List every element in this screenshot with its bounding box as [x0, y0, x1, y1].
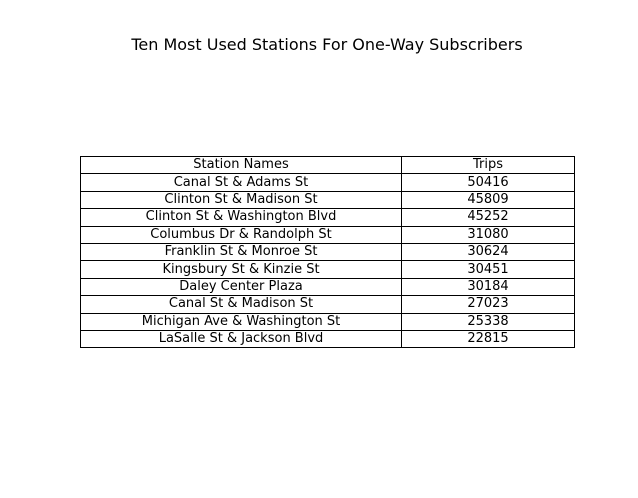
station-name-cell: LaSalle St & Jackson Blvd — [80, 329, 402, 349]
stations-table: Station Names Trips Canal St & Adams St 5… — [80, 155, 575, 349]
station-name-cell: Canal St & Adams St — [80, 173, 402, 192]
station-name-cell: Columbus Dr & Randolph St — [80, 225, 402, 244]
table-row: Clinton St & Washington Blvd 45252 — [80, 208, 575, 227]
column-header-trips: Trips — [401, 155, 575, 175]
trips-cell: 30451 — [401, 260, 575, 279]
trips-cell: 22815 — [401, 329, 575, 349]
trips-cell: 50416 — [401, 173, 575, 192]
trips-cell: 27023 — [401, 295, 575, 314]
trips-cell: 30184 — [401, 277, 575, 297]
table-row: LaSalle St & Jackson Blvd 22815 — [80, 329, 575, 349]
table-row: Clinton St & Madison St 45809 — [80, 190, 575, 210]
chart-title: Ten Most Used Stations For One-Way Subsc… — [131, 35, 523, 54]
trips-cell: 45252 — [401, 208, 575, 227]
trips-cell: 25338 — [401, 312, 575, 331]
table-row: Kingsbury St & Kinzie St 30451 — [80, 260, 575, 279]
table-row: Franklin St & Monroe St 30624 — [80, 242, 575, 262]
table-row: Canal St & Adams St 50416 — [80, 173, 575, 192]
station-name-cell: Daley Center Plaza — [80, 277, 402, 297]
trips-cell: 30624 — [401, 242, 575, 262]
station-name-cell: Kingsbury St & Kinzie St — [80, 260, 402, 279]
table-row: Daley Center Plaza 30184 — [80, 277, 575, 297]
column-header-station-names: Station Names — [80, 155, 402, 175]
trips-cell: 31080 — [401, 225, 575, 244]
table-row: Canal St & Madison St 27023 — [80, 295, 575, 314]
station-name-cell: Clinton St & Madison St — [80, 190, 402, 210]
station-name-cell: Franklin St & Monroe St — [80, 242, 402, 262]
table-header-row: Station Names Trips — [80, 155, 575, 175]
table-row: Columbus Dr & Randolph St 31080 — [80, 225, 575, 244]
table-row: Michigan Ave & Washington St 25338 — [80, 312, 575, 331]
table-body: Canal St & Adams St 50416 Clinton St & Mad… — [80, 173, 575, 349]
trips-cell: 45809 — [401, 190, 575, 210]
station-name-cell: Clinton St & Washington Blvd — [80, 208, 402, 227]
station-name-cell: Michigan Ave & Washington St — [80, 312, 402, 331]
table-container: Station Names Trips Canal St & Adams St 5… — [80, 155, 575, 349]
station-name-cell: Canal St & Madison St — [80, 295, 402, 314]
